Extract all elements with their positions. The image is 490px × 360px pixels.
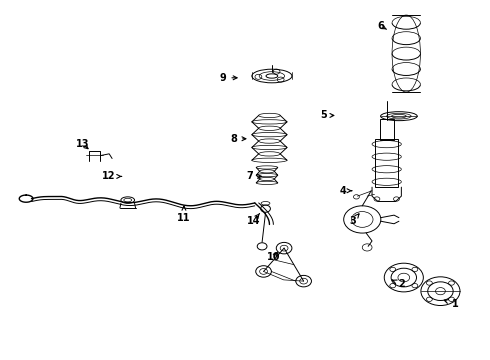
Text: 5: 5 (320, 111, 334, 121)
Text: 10: 10 (267, 252, 280, 262)
Text: 4: 4 (340, 186, 352, 196)
Text: 14: 14 (246, 213, 260, 226)
Text: 12: 12 (102, 171, 122, 181)
Text: 2: 2 (392, 279, 405, 289)
Text: 9: 9 (220, 73, 237, 83)
Text: 11: 11 (177, 206, 191, 222)
Text: 8: 8 (230, 134, 246, 144)
Text: 13: 13 (76, 139, 90, 149)
Text: 6: 6 (377, 21, 387, 31)
Text: 7: 7 (246, 171, 262, 181)
Text: 3: 3 (349, 214, 359, 226)
Text: 1: 1 (444, 299, 459, 309)
